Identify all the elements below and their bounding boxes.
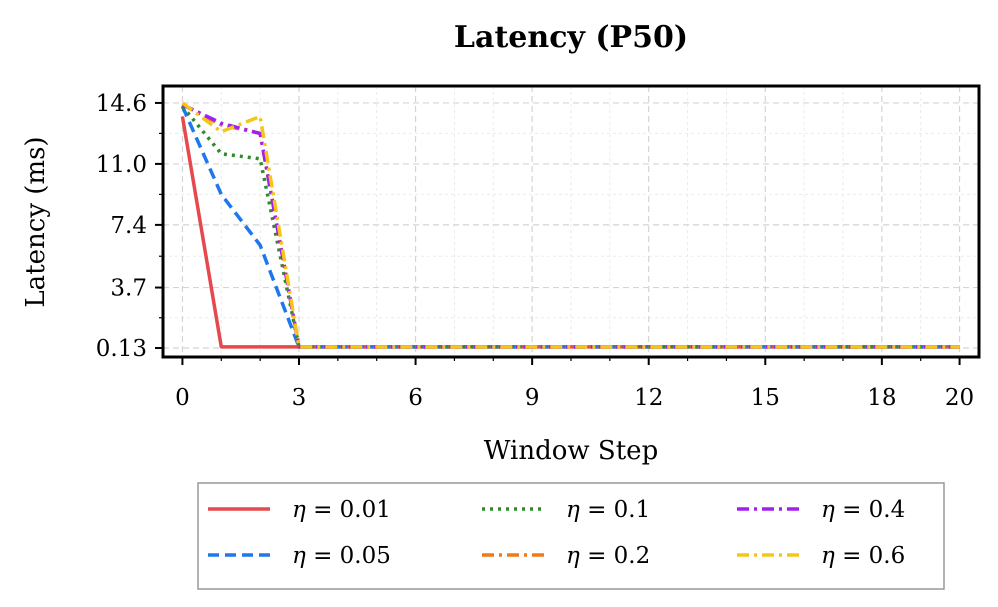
minor-grid (163, 86, 979, 357)
legend-label-0.1: η = 0.1 (566, 497, 650, 523)
series-layer (180, 101, 960, 349)
x-tick-label: 18 (867, 385, 896, 411)
x-tick-label: 6 (408, 385, 423, 411)
y-axis-label: Latency (ms) (21, 136, 51, 307)
legend-label-0.6: η = 0.6 (821, 543, 905, 569)
legend-label-0.01: η = 0.01 (292, 497, 391, 523)
x-tick-label: 9 (525, 385, 540, 411)
y-tick-label: 3.7 (110, 276, 147, 302)
legend-label-0.05: η = 0.05 (292, 543, 391, 569)
legend: η = 0.01 η = 0.05 η = 0.1 η = 0.2 η = 0.4 η =… (197, 482, 945, 590)
y-tick-label: 11.0 (96, 152, 147, 178)
y-tick-label: 14.6 (96, 91, 147, 117)
chart-title: Latency (P50) (454, 20, 688, 55)
series-line-0.6 (181, 101, 960, 349)
x-axis: 0 3 6 9 12 15 18 20 (175, 357, 974, 411)
x-tick-label: 12 (634, 385, 663, 411)
x-axis-label: Window Step (484, 436, 658, 466)
x-tick-label: 0 (175, 385, 190, 411)
y-tick-label: 7.4 (110, 213, 147, 239)
x-tick-label: 15 (751, 385, 780, 411)
y-axis: 0.13 3.7 7.4 11.0 14.6 (96, 91, 163, 362)
legend-box (197, 482, 945, 590)
x-tick-label: 20 (945, 385, 974, 411)
y-tick-label: 0.13 (96, 336, 147, 362)
legend-label-0.4: η = 0.4 (821, 497, 905, 523)
legend-label-0.2: η = 0.2 (566, 543, 650, 569)
x-tick-label: 3 (292, 385, 307, 411)
